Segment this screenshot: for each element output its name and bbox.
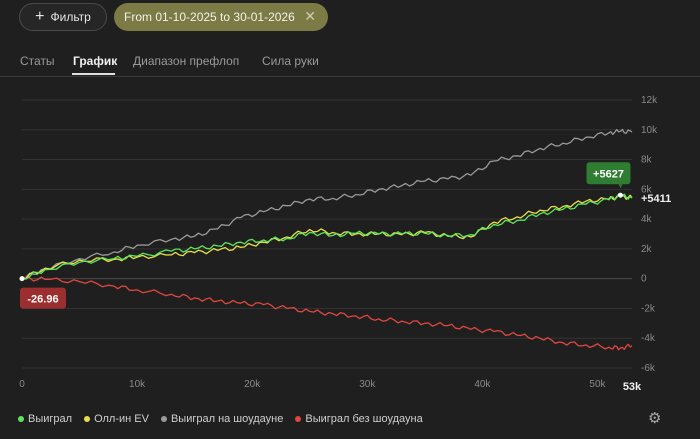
x-tick-label: 10k: [129, 379, 146, 390]
y-tick-label: 2k: [641, 244, 653, 255]
x-tick-label: 50k: [589, 379, 606, 390]
y-tick-label: -2k: [641, 303, 656, 314]
legend-item[interactable]: Олл-ин EV: [84, 411, 149, 427]
legend-item[interactable]: Выиграл на шоудауне: [160, 411, 284, 427]
close-icon[interactable]: ✕: [304, 8, 316, 24]
legend-label: Выиграл: [28, 413, 73, 425]
max-badge: [586, 162, 631, 185]
tab-preflop-range[interactable]: Диапазон префлоп: [133, 54, 240, 68]
legend-label: Выиграл без шоудауна: [305, 413, 423, 425]
filter-button-label: Фильтр: [50, 10, 91, 24]
max-badge-pointer: [618, 184, 623, 189]
max-badge-label: +5627: [593, 168, 624, 180]
series-line: [21, 193, 633, 280]
x-tick-label: 30k: [359, 379, 376, 390]
tab-hand-strength[interactable]: Сила руки: [262, 54, 319, 68]
y-tick-label: 6k: [641, 184, 653, 195]
legend-item[interactable]: Выиграл без шоудауна: [295, 411, 423, 427]
legend-dot: [160, 416, 167, 422]
min-badge-label: -26.96: [27, 294, 58, 306]
tab-stats[interactable]: Статы: [20, 54, 55, 68]
legend-dot: [295, 416, 302, 422]
date-range-chip[interactable]: From 01-10-2025 to 30-01-2026 ✕: [114, 3, 328, 31]
series-line: [21, 194, 633, 280]
y-tick-label: 0: [641, 274, 647, 285]
legend-dot: [84, 416, 91, 422]
filter-button[interactable]: + Фильтр: [19, 3, 107, 31]
min-marker: [19, 276, 25, 282]
y-tick-label: -4k: [641, 333, 656, 344]
y-tick-label: 10k: [641, 125, 658, 136]
series-line: [21, 276, 633, 351]
legend-dot: [18, 416, 24, 422]
x-tick-label: 40k: [474, 379, 491, 390]
y-tick-label: -6k: [641, 363, 656, 374]
toolbar: + Фильтр From 01-10-2025 to 30-01-2026 ✕: [0, 0, 700, 38]
x-end-label: 53k: [623, 381, 642, 393]
chart-legend: Выиграл Олл-ин EV Выиграл на шоудауне Вы…: [18, 411, 423, 427]
legend-item[interactable]: Выиграл: [18, 411, 72, 427]
x-tick-label: 20k: [244, 379, 261, 390]
min-badge: [20, 287, 66, 309]
y-tick-label: 12k: [641, 95, 658, 106]
tab-graph[interactable]: График: [73, 54, 118, 68]
legend-label: Выиграл на шоудауне: [170, 413, 284, 425]
max-marker: [617, 192, 623, 198]
gear-icon[interactable]: ⚙: [648, 410, 662, 427]
x-tick-label: 0: [19, 379, 25, 390]
tab-bar: Статы График Диапазон префлоп Сила руки: [0, 48, 700, 77]
final-value-label: +5411: [641, 193, 671, 205]
y-tick-label: 8k: [641, 155, 653, 166]
profit-chart: 12k 10k 8k 6k 4k 2k 0 -2k -4k -6k 0 10k 20k 30k 40k 50k…: [19, 95, 671, 393]
active-tab-indicator: [72, 73, 115, 75]
date-range-label: From 01-10-2025 to 30-01-2026: [124, 10, 295, 24]
series-line: [21, 128, 633, 280]
y-tick-label: 4k: [641, 214, 653, 225]
legend-label: Олл-ин EV: [94, 413, 149, 425]
plus-icon: +: [35, 8, 45, 25]
